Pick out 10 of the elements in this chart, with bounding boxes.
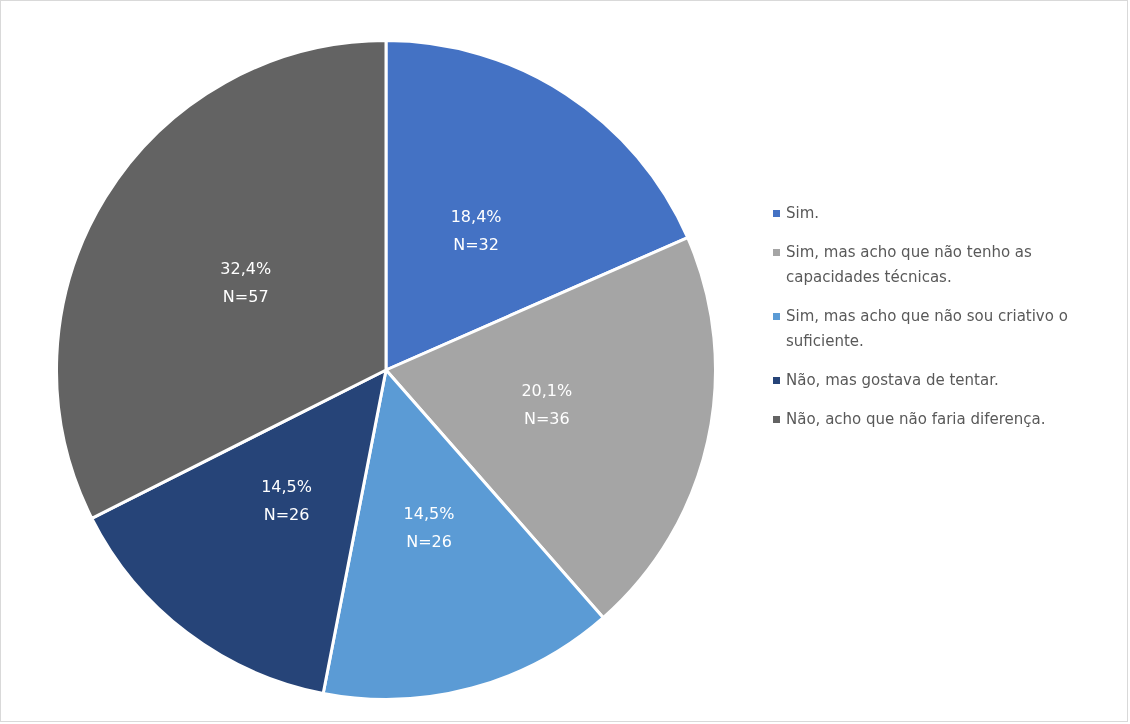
data-label: 20,1% N=36	[521, 380, 573, 428]
legend-label: Não, mas gostava de tentar.	[786, 370, 999, 391]
legend-label: Sim, mas acho que não sou criativo o suficiente.	[786, 306, 1069, 352]
data-label: 32,4% N=57	[220, 258, 272, 306]
legend-label: Sim, mas acho que não tenho as capacidades técnicas.	[786, 242, 1033, 288]
data-label: 18,4% N=32	[450, 207, 502, 255]
data-label: 14,5% N=26	[403, 504, 455, 552]
legend-label: Não, acho que não faria diferença.	[786, 409, 1046, 430]
legend-label: Sim.	[786, 203, 820, 224]
data-label: 14,5% N=26	[261, 476, 312, 524]
